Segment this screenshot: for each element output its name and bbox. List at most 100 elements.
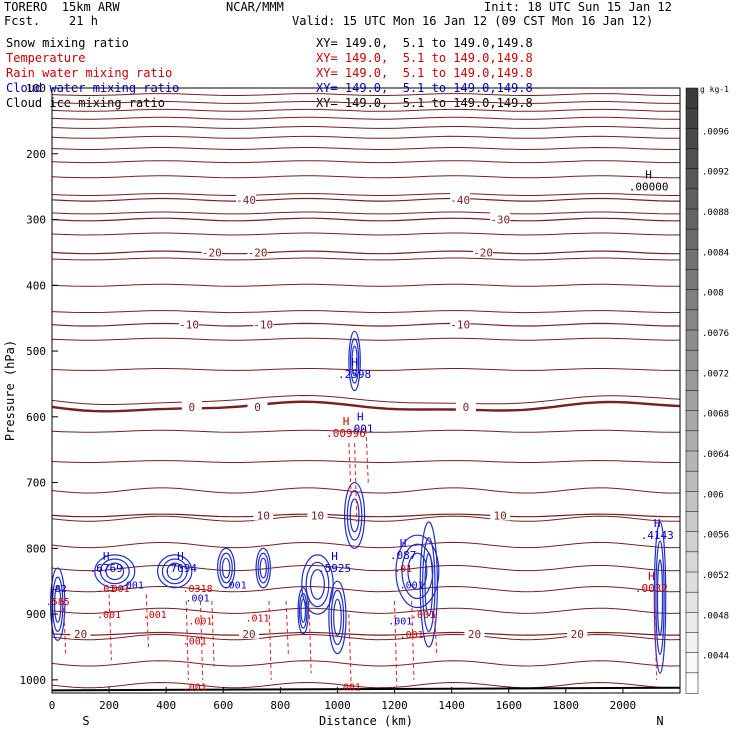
colorbar-cell: [685, 390, 699, 412]
colorbar-cell: [685, 430, 699, 452]
colorbar-cell: [685, 228, 699, 251]
isotherm-label: 0: [254, 401, 261, 414]
rain-water-contour: [145, 594, 149, 647]
colorbar-cell: [685, 410, 699, 432]
cloud-water-contour: [309, 569, 325, 600]
cloud-water-contour: [51, 576, 64, 632]
cloud-water-contour: [166, 562, 183, 581]
contour-value-label: .001: [411, 610, 435, 621]
x-tick-label: 1800: [553, 699, 580, 712]
extremum-value: .087: [390, 549, 417, 562]
colorbar-tick-label: .008: [702, 289, 724, 299]
y-tick-label: 900: [26, 608, 46, 621]
cloud-water-contour: [301, 554, 334, 615]
hydrometeor-contours: [49, 330, 667, 687]
legend-xy-label: XY= 149.0, 5.1 to 149.0,149.8: [316, 36, 533, 50]
label-bg: [247, 399, 268, 412]
isotherm-label: -20: [202, 246, 222, 259]
contour-value-label: .82: [49, 584, 67, 595]
cloud-water-contour: [94, 554, 136, 589]
label-bg: [201, 245, 222, 258]
x-tick-label: 200: [99, 699, 119, 712]
label-bg: [473, 245, 494, 258]
cloud-water-contour: [157, 554, 193, 589]
colorbar-cell: [685, 652, 699, 674]
isotherm--30: [51, 217, 680, 222]
cloud-water-contour: [305, 561, 330, 608]
label-bg: [450, 192, 471, 205]
isotherm-label: -10: [253, 319, 273, 332]
label-bg: [490, 508, 511, 521]
rain-water-contour: [62, 600, 67, 654]
isotherm-line: [51, 232, 681, 236]
contour-value-label: .001: [97, 610, 121, 621]
isotherm-line: [51, 193, 680, 196]
colorbar-tick-label: .0084: [702, 248, 729, 258]
isotherm-label: -20: [248, 246, 268, 259]
cloud-water-contour: [348, 330, 361, 392]
colorbar-cell: [685, 672, 699, 694]
colorbar-tick-label: .0088: [702, 208, 729, 218]
y-tick-label: 1000: [20, 674, 47, 687]
contour-labels: -40 -40 -30 -20 -20 -20 -10 -10 -10 0 0 0 10 10 10 20 20…: [46, 169, 674, 694]
isotherm-label: 20: [468, 628, 481, 641]
isotherm-line: [51, 146, 681, 151]
legend-xy-label: XY= 149.0, 5.1 to 149.0,149.8: [316, 51, 533, 65]
isotherm-0: [51, 400, 681, 413]
cloud-water-contour: [53, 585, 62, 623]
valid-time-label: Valid: 15 UTC Mon 16 Jan 12 (09 CST Mon …: [292, 14, 654, 28]
colorbar-cell: [685, 571, 699, 593]
cloud-water-contour: [422, 537, 436, 632]
isotherm-label: 20: [571, 628, 584, 641]
isotherm-line: [51, 211, 680, 215]
extremum-value: .00000: [629, 181, 669, 194]
isotherm-label: 10: [494, 509, 507, 522]
rain-water-contour: [411, 600, 415, 680]
isotherm-label: 0: [463, 401, 470, 414]
cloud-water-contour: [259, 557, 267, 579]
x-tick-label: 800: [270, 699, 290, 712]
extremum-value: .2598: [338, 368, 371, 381]
rain-water-contour: [211, 600, 215, 667]
rain-water-contour: [348, 443, 352, 496]
label-bg: [307, 508, 328, 521]
isotherm-label: -30: [490, 214, 510, 227]
isotherm-line: [51, 101, 680, 104]
cloud-water-contour: [346, 490, 363, 541]
isotherm-line: [51, 515, 681, 522]
colorbar-cell: [685, 208, 699, 230]
y-tick-label: 400: [26, 279, 46, 292]
y-axis-title: Pressure (hPa): [3, 340, 17, 441]
contour-value-label: .001: [106, 584, 130, 595]
cloud-water-contour: [219, 552, 233, 584]
colorbar-tick-label: .0048: [702, 611, 729, 621]
extremum-marker: H: [357, 411, 364, 424]
contour-value-label: .585: [46, 597, 70, 608]
extremum-marker: H: [177, 550, 184, 563]
rain-water-contour: [108, 594, 112, 661]
colorbar-cell: [685, 551, 699, 573]
colorbar-cell: [685, 309, 699, 331]
colorbar-tick-label: .006: [702, 490, 724, 500]
isotherm-line: [51, 607, 681, 614]
isotherm-label: -40: [236, 194, 256, 207]
extremum-marker: H: [654, 517, 661, 530]
isotherm-line: [51, 585, 681, 593]
label-bg: [236, 192, 257, 205]
contour-value-label: .001: [188, 617, 212, 628]
colorbar: .0096 .0092 .0088 .0084 .008 .0076 .0072 .0068.…: [685, 85, 729, 694]
colorbar-cell: [685, 168, 699, 190]
isotherm-line: [51, 135, 680, 139]
colorbar-tick-label: .0076: [702, 329, 729, 339]
contour-value-label: .01: [97, 584, 115, 595]
colorbar-cell: [685, 148, 699, 170]
rain-water-contour: [199, 600, 204, 680]
rain-water-contour: [268, 600, 272, 680]
rain-water-contour: [365, 429, 369, 483]
extremum-marker: H: [351, 356, 358, 369]
colorbar-cell: [685, 128, 699, 150]
isotherm-line: [51, 681, 681, 689]
center-label: NCAR/MMM: [226, 0, 284, 14]
x-tick-label: 600: [213, 699, 233, 712]
cloud-water-contour: [49, 567, 66, 641]
